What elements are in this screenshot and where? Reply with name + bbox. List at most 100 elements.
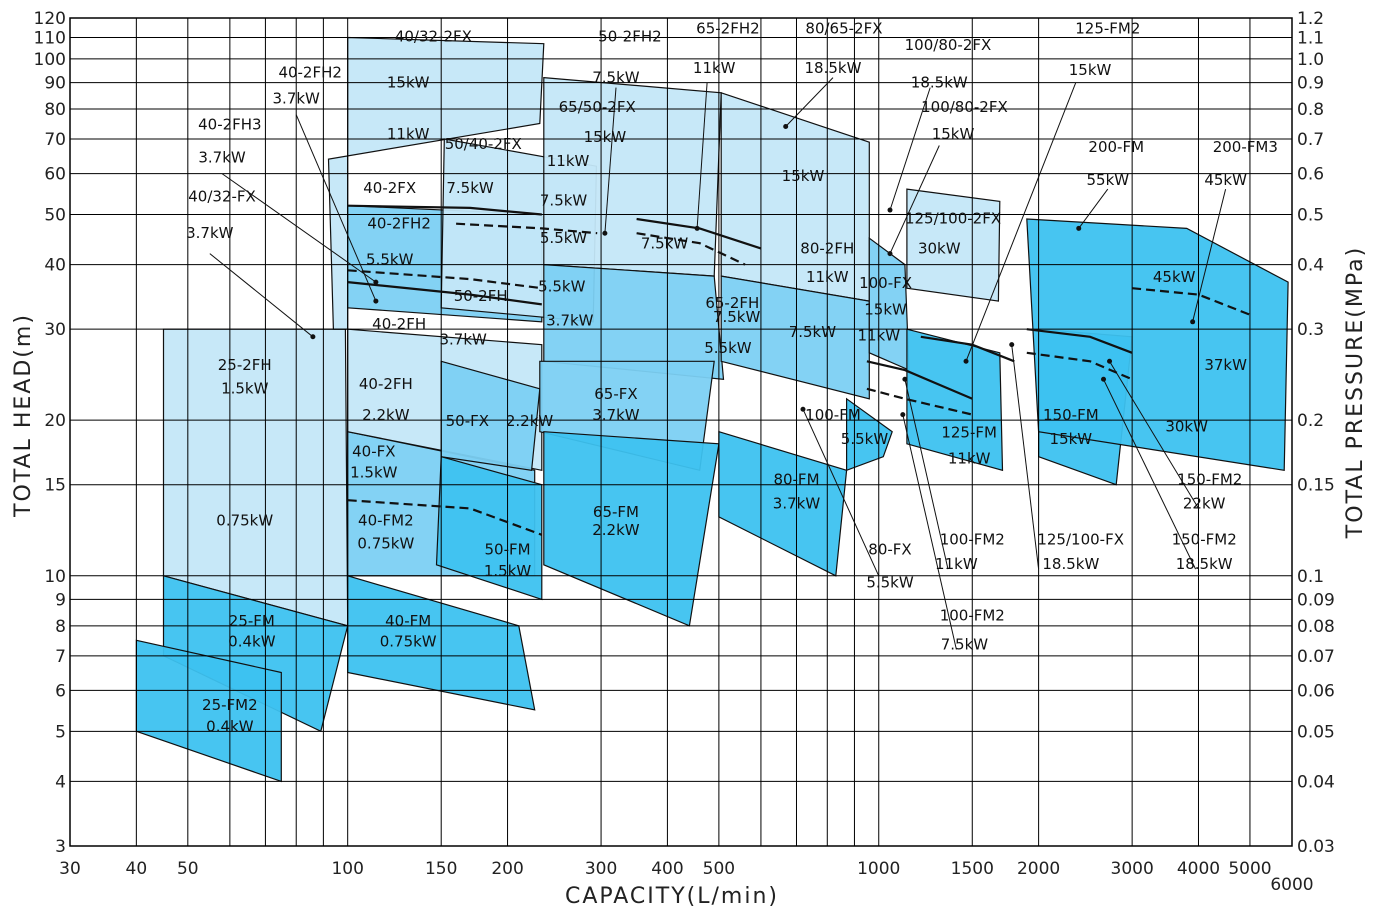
label-top-125-FM2: 125-FM2 <box>1075 19 1140 37</box>
leader-dot <box>1009 342 1015 348</box>
y-left-tick-label: 15 <box>44 476 66 496</box>
leader-dot <box>1107 358 1113 364</box>
label-65/50-2FX: 5.5kW <box>538 277 586 295</box>
label-25-FM2: 25-FM2 <box>202 696 258 714</box>
label-top-200-FM: 200-FM <box>1088 138 1144 156</box>
y-left-tick-label: 5 <box>55 722 66 742</box>
curve-65-5.5 <box>636 232 746 266</box>
label-bot-100-FM2: 11kW <box>935 555 978 573</box>
label-200-FM: 37kW <box>1204 356 1247 374</box>
x-tick-label: 40 <box>126 859 148 879</box>
y-left-tick-label: 30 <box>44 320 66 340</box>
label-top-40-2FH3: 3.7kW <box>198 149 246 167</box>
leader-100-FM2-b <box>902 414 957 650</box>
leader-50-2FH2 <box>604 87 617 234</box>
label-125-FM: 11kW <box>948 449 991 467</box>
label-40-2FH: 40-2FH <box>372 315 426 333</box>
label-150-FM: 15kW <box>1050 430 1093 448</box>
label-top-40-2FH2: 3.7kW <box>273 89 321 107</box>
label-65/50-2FX: 15kW <box>584 128 627 146</box>
label-80-FM: 3.7kW <box>773 494 821 512</box>
label-40-FM2: 0.75kW <box>357 534 414 552</box>
label-40/32-2FX: 40/32-2FX <box>395 28 472 46</box>
y-right-tick-label: 0.15 <box>1297 476 1335 496</box>
label-bot-150-FM2-b: 18.5kW <box>1176 555 1233 573</box>
label-100-FX: 15kW <box>864 301 907 319</box>
label-80/65-2FX: 15kW <box>782 167 825 185</box>
curve-150-FM2-18.5 <box>1026 351 1133 381</box>
leader-80-FX <box>802 408 880 577</box>
curve-40-2FH2-3.7 <box>347 281 542 306</box>
leader-dot <box>902 376 908 382</box>
label-40-2FH2: 40-2FH2 <box>367 214 431 232</box>
x-tick-label: 4000 <box>1177 859 1220 879</box>
y-right-tick-label: 0.06 <box>1297 681 1335 701</box>
label-50/40-2FX: 11kW <box>547 152 590 170</box>
label-40-FX: 40-FX <box>352 443 395 461</box>
x-tick-label: 400 <box>651 859 683 879</box>
label-40-FM: 0.75kW <box>380 632 437 650</box>
label-25-FM: 0.4kW <box>228 632 276 650</box>
x-tick-label: 50 <box>177 859 199 879</box>
leader-dot <box>1076 225 1082 231</box>
leader-125-FM2 <box>965 82 1077 362</box>
x-tick-label: 30 <box>59 859 81 879</box>
region-100-FM <box>845 397 893 472</box>
label-100-FM: 5.5kW <box>841 430 889 448</box>
label-50/40-2FX: 50/40-2FX <box>445 135 522 153</box>
leader-dot <box>887 207 893 213</box>
label-top-40-2FH3: 40-2FH3 <box>198 116 262 134</box>
leader-40-2FH3 <box>221 173 377 283</box>
curve-100-FM2-11 <box>866 360 973 400</box>
y-right-tick-label: 0.07 <box>1297 647 1335 667</box>
y-right-tick-label: 1.1 <box>1297 29 1324 49</box>
label-top-80/65-2FX: 80/65-2FX <box>805 19 882 37</box>
label-80-FM: 80-FM <box>773 471 819 489</box>
y-left-axis-title: TOTAL HEAD(m) <box>11 313 36 518</box>
y-right-tick-label: 0.08 <box>1297 617 1335 637</box>
leader-dot <box>1101 376 1107 382</box>
curve-200-FM3-45 <box>1131 287 1251 316</box>
x-tick-label: 500 <box>703 859 735 879</box>
y-right-tick-label: 0.2 <box>1297 411 1324 431</box>
leader-40/32-FX <box>209 253 314 338</box>
label-40-2FH: 2.2kW <box>362 406 410 424</box>
leader-dot <box>310 334 316 340</box>
y-left-tick-label: 9 <box>55 590 66 610</box>
y-right-tick-label: 0.8 <box>1297 100 1324 120</box>
x-tick-label: 3000 <box>1111 859 1154 879</box>
x-tick-label: 200 <box>491 859 523 879</box>
label-150-FM: 150-FM <box>1043 406 1099 424</box>
label-top-100/80-2FX: 18.5kW <box>911 74 968 92</box>
region-labels: 40/32-2FX 15kW 11kW 40-2FX 7.5kW 40-2FH2 5.5kW… <box>186 19 1278 735</box>
label-top-200-FM3: 200-FM3 <box>1213 138 1278 156</box>
label-bot-150-FM2: 22kW <box>1183 494 1226 512</box>
leader-100/80-2FX <box>889 87 931 211</box>
curve-150-FM2-22 <box>1026 328 1133 354</box>
y-right-tick-label: 0.9 <box>1297 74 1324 94</box>
leader-200-FM <box>1078 188 1109 229</box>
label-bot-100-FM2-b: 7.5kW <box>941 635 989 653</box>
label-65-2FH: 5.5kW <box>704 339 752 357</box>
y-left-tick-label: 8 <box>55 617 66 637</box>
label-40-2FH: 40-2FH <box>359 375 413 393</box>
leader-dot <box>887 251 893 257</box>
y-left-tick-label: 120 <box>34 9 66 29</box>
y-right-tick-label: 0.04 <box>1297 772 1335 792</box>
x-tick-label: 300 <box>585 859 617 879</box>
leader-100-FM2 <box>904 379 949 570</box>
y-right-tick-label: 0.6 <box>1297 165 1324 185</box>
y-right-tick-labels: 0.03 0.04 0.05 0.06 0.07 0.08 0.09 0.1 0.15 0.2 0.… <box>1297 9 1335 857</box>
performance-curves <box>347 204 1251 536</box>
label-65-FX: 65-FX <box>594 385 637 403</box>
x-tick-label: 1000 <box>857 859 900 879</box>
label-50-FM: 1.5kW <box>484 562 532 580</box>
label-top-40-2FH2: 40-2FH2 <box>278 64 342 82</box>
region-125/100-2FX <box>906 188 1001 302</box>
label-40-2FX: 40-2FX <box>363 179 416 197</box>
label-200-FM: 30kW <box>1165 418 1208 436</box>
label-100-FX: 11kW <box>857 327 900 345</box>
x-tick-label: 2000 <box>1017 859 1060 879</box>
leader-150-FM2-b <box>1103 379 1197 570</box>
label-40-2FX: 7.5kW <box>446 179 494 197</box>
